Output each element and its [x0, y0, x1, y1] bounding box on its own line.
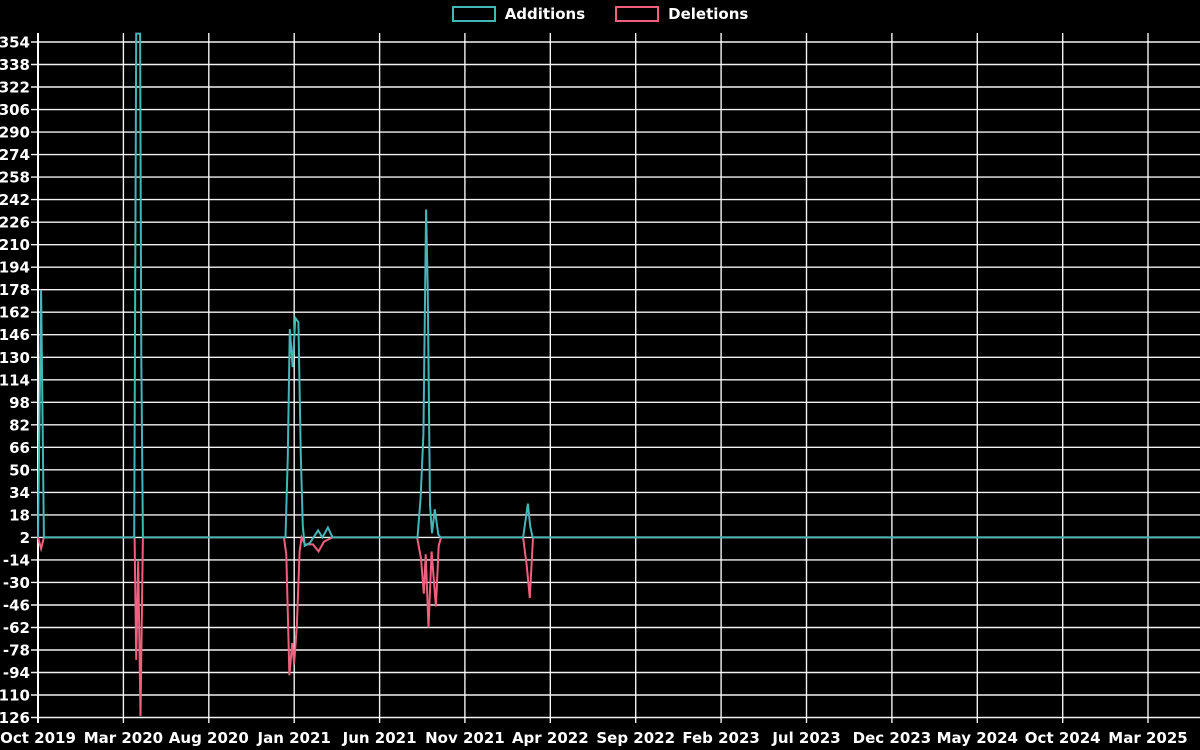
- y-axis-tick-label: 306: [0, 101, 30, 119]
- x-axis-tick-label: Oct 2024: [1025, 729, 1101, 747]
- y-axis-tick-label: -30: [3, 574, 30, 592]
- y-axis-tick-label: -126: [0, 709, 30, 727]
- y-axis-tick-label: 354: [0, 34, 30, 52]
- y-axis-tick-label: 226: [0, 214, 30, 232]
- y-axis-tick-label: 258: [0, 169, 30, 187]
- x-axis-tick-label: Mar 2025: [1108, 729, 1187, 747]
- y-axis-tick-label: -46: [3, 597, 30, 615]
- x-axis-tick-label: Jul 2023: [771, 729, 840, 747]
- x-axis-tick-label: Sep 2022: [596, 729, 675, 747]
- additions-line: [37, 32, 1200, 548]
- y-axis-tick-label: 242: [0, 191, 30, 209]
- y-axis-tick-label: -14: [3, 551, 30, 569]
- x-axis-tick-label: Jun 2021: [342, 729, 417, 747]
- legend-item-additions[interactable]: Additions: [451, 4, 586, 23]
- y-axis-tick-label: 34: [9, 484, 30, 502]
- legend-label-deletions: Deletions: [668, 4, 749, 23]
- y-axis-tick-label: -62: [3, 619, 30, 637]
- deletions-line: [37, 534, 1200, 717]
- y-axis-tick-label: 146: [0, 326, 30, 344]
- additions-swatch-icon: [451, 6, 496, 22]
- y-axis-tick-label: 66: [9, 439, 30, 457]
- x-axis-tick-label: Mar 2020: [84, 729, 163, 747]
- legend-item-deletions[interactable]: Deletions: [615, 6, 748, 22]
- x-axis-tick-label: Feb 2023: [682, 729, 760, 747]
- y-axis-tick-label: 338: [0, 56, 30, 74]
- y-axis-tick-label: 18: [9, 506, 30, 524]
- y-axis-tick-label: 130: [0, 349, 30, 367]
- x-axis-tick-label: Nov 2021: [425, 729, 505, 747]
- chart-legend: Additions Deletions: [0, 6, 1200, 22]
- y-axis-tick-label: 114: [0, 371, 30, 389]
- x-axis-tick-label: May 2024: [937, 729, 1018, 747]
- y-axis-tick-label: 2: [20, 529, 30, 547]
- y-axis-tick-label: 322: [0, 79, 30, 97]
- x-axis-tick-label: Aug 2020: [169, 729, 249, 747]
- y-axis-tick-label: 290: [0, 124, 30, 142]
- y-axis-tick-label: 82: [9, 416, 30, 434]
- x-axis-tick-label: Apr 2022: [512, 729, 589, 747]
- x-axis-tick-label: Oct 2019: [0, 729, 76, 747]
- x-axis-tick-label: Jan 2021: [257, 729, 331, 747]
- y-axis-tick-label: -94: [3, 664, 30, 682]
- y-axis-tick-label: 194: [0, 259, 30, 277]
- y-axis-tick-label: 178: [0, 281, 30, 299]
- y-axis-tick-label: 274: [0, 146, 30, 164]
- y-axis-tick-label: -110: [0, 687, 30, 705]
- y-axis-tick-label: 162: [0, 304, 30, 322]
- y-axis-tick-label: -78: [3, 642, 30, 660]
- y-axis-tick-label: 98: [9, 394, 30, 412]
- y-axis-tick-label: 210: [0, 236, 30, 254]
- y-axis-tick-label: 50: [9, 461, 30, 479]
- deletions-swatch-icon: [615, 6, 660, 22]
- legend-label-additions: Additions: [504, 4, 586, 23]
- x-axis-tick-label: Dec 2023: [853, 729, 932, 747]
